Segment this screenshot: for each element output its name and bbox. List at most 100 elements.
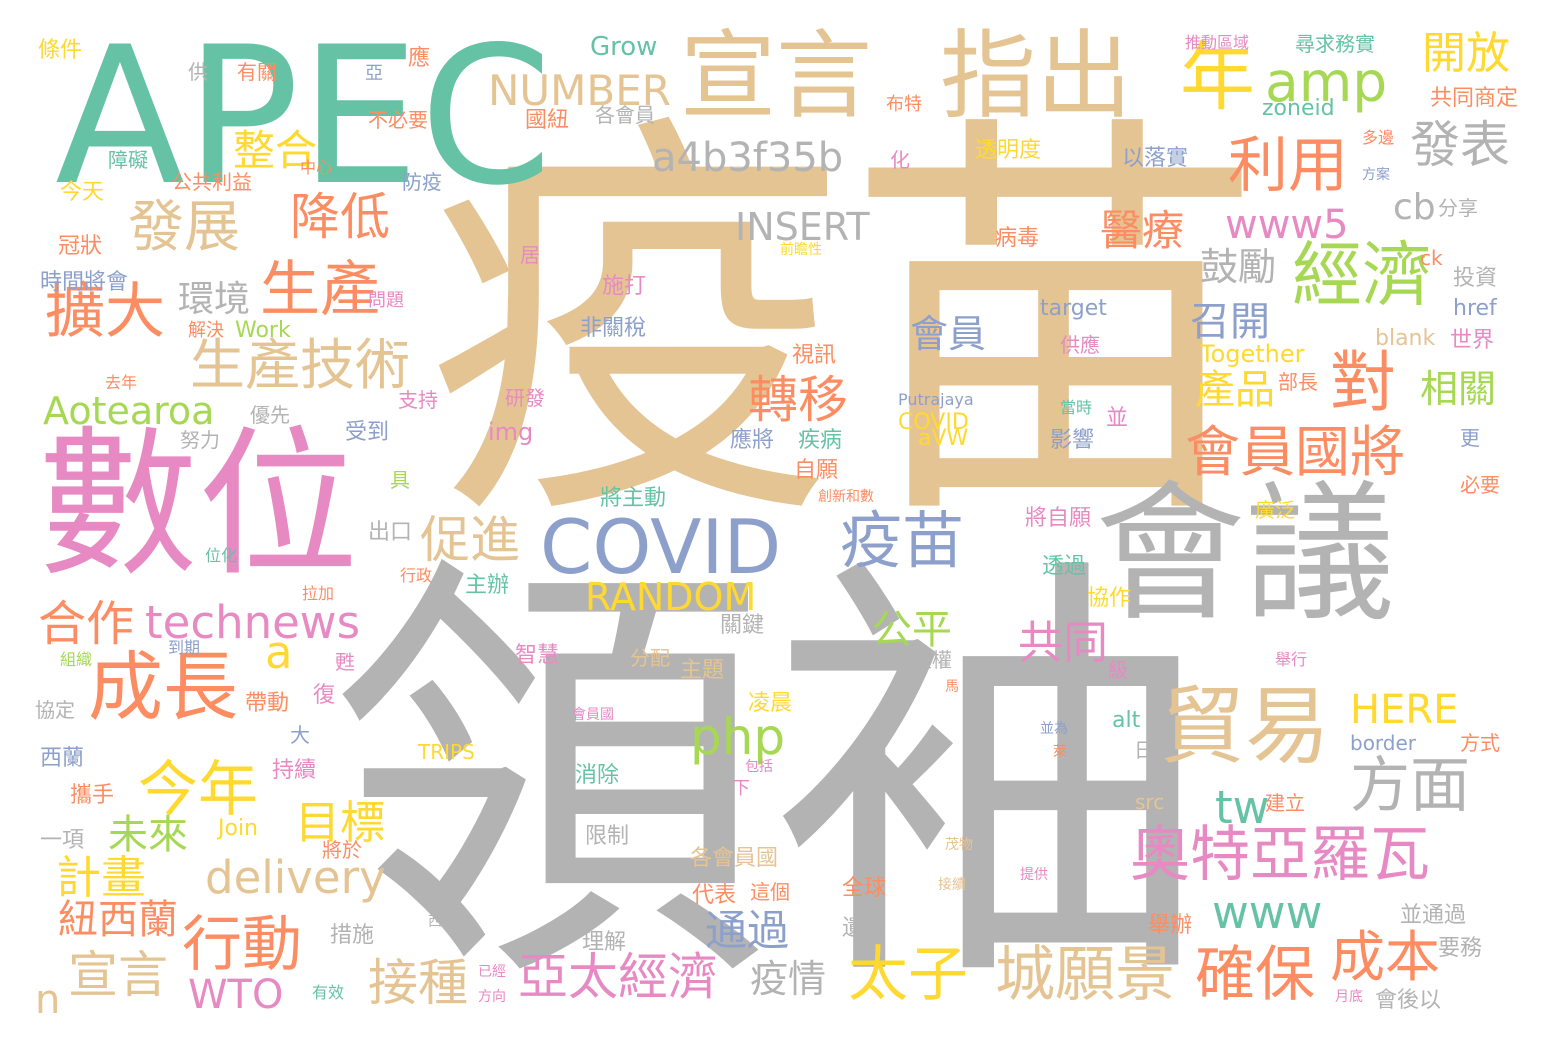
- word-39: RANDOM: [585, 575, 757, 619]
- word-77: 國紐: [525, 108, 570, 133]
- word-109: 供應: [1060, 333, 1100, 357]
- word-128: 疾病: [798, 428, 843, 453]
- word-25: 鼓勵: [1200, 245, 1277, 289]
- word-72: 條件: [38, 38, 83, 63]
- word-54: delivery: [205, 851, 386, 904]
- word-26: 會員: [910, 312, 987, 356]
- word-122: img: [488, 418, 534, 446]
- word-57: 行動: [182, 910, 302, 980]
- word-191: 措施: [330, 923, 375, 948]
- word-177: Join: [218, 816, 259, 841]
- word-35: 會員國將: [1185, 420, 1406, 484]
- word-0: 疫苗: [425, 83, 1265, 572]
- word-120: 優先: [250, 403, 290, 427]
- word-12: 利用: [1228, 131, 1348, 201]
- word-64: 確保: [1195, 940, 1315, 1010]
- word-150: 分配: [630, 646, 670, 670]
- word-144: 協作: [1087, 586, 1132, 611]
- word-183: 提供: [1020, 867, 1048, 883]
- word-74: 有關: [237, 60, 277, 84]
- word-117: 研發: [505, 386, 545, 410]
- word-23: 生產: [260, 255, 380, 325]
- word-154: 舉行: [1275, 650, 1308, 669]
- word-199: 會後以: [1375, 988, 1442, 1013]
- word-38: 促進: [420, 511, 520, 569]
- word-171: 消除: [575, 763, 620, 788]
- word-193: 遺境: [842, 916, 887, 941]
- word-101: 時間將會: [40, 270, 129, 295]
- word-61: 亞太經濟: [518, 948, 718, 1006]
- word-70: a: [265, 626, 293, 679]
- word-107: Work: [235, 318, 291, 343]
- word-73: 供: [188, 60, 208, 84]
- word-100: 前瞻性: [780, 242, 822, 258]
- word-80: 尋求務實: [1295, 32, 1375, 56]
- word-187: 接續: [938, 877, 966, 893]
- word-75: 亞: [365, 63, 383, 84]
- word-179: 一項: [40, 828, 85, 853]
- word-132: 自願: [794, 458, 839, 483]
- word-50: tw: [1215, 781, 1270, 834]
- word-98: 病毒: [995, 226, 1040, 251]
- word-152: 財產權: [892, 648, 952, 672]
- word-123: COVID: [898, 410, 969, 435]
- word-53: 奧特亞羅瓦: [1130, 820, 1430, 890]
- word-36: COVID: [540, 503, 782, 591]
- word-78: 各會員: [595, 103, 655, 127]
- word-192: 理解: [582, 930, 627, 955]
- word-20: www5: [1225, 202, 1349, 248]
- word-10: NUMBER: [488, 66, 671, 115]
- word-96: 冠狀: [58, 234, 103, 259]
- word-198: 月底: [1335, 989, 1363, 1005]
- word-46: 今年: [138, 755, 258, 825]
- word-197: 方向: [478, 989, 506, 1005]
- word-43: 公平: [872, 607, 952, 653]
- word-8: amp: [1265, 50, 1388, 114]
- word-1: 領袖: [330, 524, 1210, 1036]
- word-65: 成本: [1330, 925, 1441, 989]
- word-136: 出口: [368, 520, 413, 545]
- word-49: 方面: [1350, 751, 1470, 821]
- word-138: 廣泛: [1255, 498, 1295, 522]
- word-176: 建立: [1265, 791, 1305, 815]
- word-6: 指出: [940, 20, 1132, 132]
- word-9: 開放: [1422, 28, 1510, 79]
- word-13: 發表: [1410, 116, 1510, 174]
- word-83: 布特: [886, 94, 922, 115]
- word-58: 宣言: [68, 946, 168, 1004]
- word-147: 組織: [60, 650, 93, 669]
- word-139: 位化: [205, 546, 238, 565]
- word-113: 部長: [1278, 370, 1318, 394]
- word-140: 行政: [400, 566, 433, 585]
- word-116: 支持: [398, 388, 438, 412]
- word-66: 疫情: [750, 957, 827, 1001]
- word-47: php: [690, 708, 786, 766]
- word-104: 投資: [1453, 266, 1498, 291]
- word-94: 防疫: [402, 170, 442, 194]
- word-103: 施打: [602, 274, 647, 299]
- word-55: 計畫: [56, 851, 147, 904]
- word-48: HERE: [1350, 687, 1459, 733]
- word-129: 影響: [1050, 428, 1095, 453]
- word-189: 舉辦: [1148, 913, 1193, 938]
- word-19: 經濟: [1292, 234, 1432, 316]
- word-168: 方式: [1460, 731, 1500, 755]
- word-30: 對: [1330, 344, 1396, 421]
- word-92: 今天: [60, 180, 105, 205]
- word-142: 透過: [1042, 554, 1087, 579]
- word-2: APEC: [55, 6, 553, 227]
- word-155: 協定: [35, 698, 75, 722]
- word-126: 努力: [180, 428, 220, 452]
- word-160: 馬: [945, 679, 959, 695]
- word-76: 應: [408, 46, 431, 71]
- word-157: 復: [313, 683, 336, 708]
- word-17: INSERT: [735, 205, 870, 249]
- word-93: 公共利益: [172, 170, 252, 194]
- word-41: technews: [145, 596, 361, 649]
- word-52: 目標: [295, 796, 386, 849]
- word-148: 甦: [335, 650, 355, 674]
- word-15: 發展: [128, 195, 240, 260]
- word-186: 全球: [842, 876, 887, 901]
- word-42: 成長: [88, 643, 239, 731]
